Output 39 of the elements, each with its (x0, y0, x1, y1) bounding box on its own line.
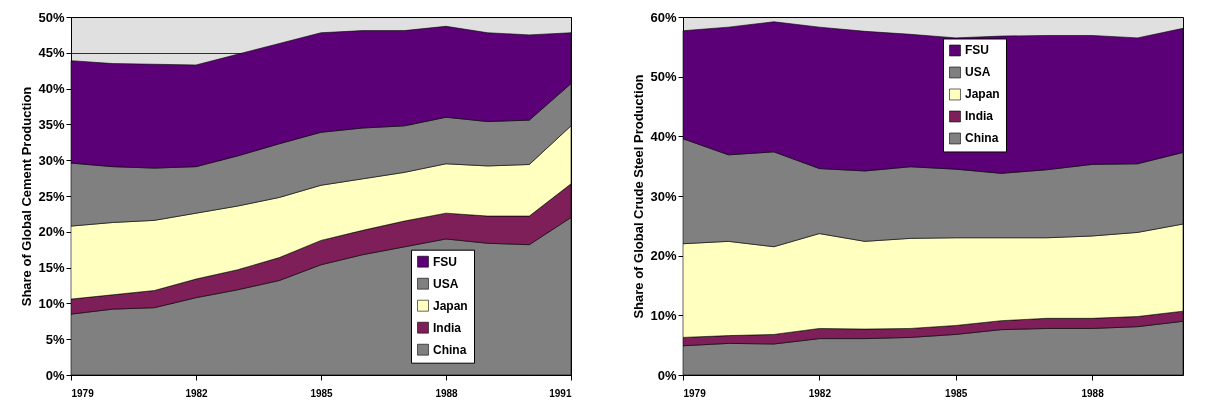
y-tick-label: 5% (45, 331, 65, 347)
y-tick-label: 60% (650, 9, 677, 25)
y-tick-label: 10% (38, 295, 65, 311)
x-tick-label: 1985 (945, 387, 968, 399)
y-tick-label: 20% (650, 248, 677, 264)
legend-label: FSU (965, 43, 989, 58)
y-tick-label: 30% (650, 188, 677, 204)
legend-label: Japan (433, 298, 468, 313)
x-tick-label: 1979 (683, 387, 707, 399)
legend-label: Japan (965, 87, 1000, 102)
y-tick-label: 0% (45, 367, 65, 383)
y-tick-label: 15% (38, 260, 65, 276)
x-tick-label: 1988 (1081, 387, 1105, 399)
y-tick-label: 20% (38, 224, 65, 240)
y-axis-title: Share of Global Crude Steel Production (631, 74, 647, 319)
x-tick-label: 1985 (310, 387, 334, 399)
x-tick-label: 1988 (435, 387, 459, 399)
legend-label: India (965, 109, 994, 124)
legend-label: USA (965, 65, 991, 80)
legend-label: FSU (433, 254, 457, 269)
y-axis-title: Share of Global Cement Production (19, 86, 35, 307)
x-tick-label: 1991 (549, 387, 572, 399)
y-tick-label: 45% (38, 45, 65, 61)
y-tick-label: 30% (38, 152, 65, 168)
y-tick-label: 25% (38, 188, 65, 204)
legend-label: India (433, 320, 462, 335)
x-tick-label: 1982 (808, 387, 832, 399)
x-tick-label: 1979 (71, 387, 95, 399)
x-tick-label: 1982 (185, 387, 209, 399)
y-tick-label: 0% (657, 367, 677, 383)
y-tick-label: 35% (38, 116, 65, 132)
y-tick-label: 40% (650, 128, 677, 144)
legend-label: USA (433, 276, 459, 291)
y-tick-label: 50% (38, 9, 65, 25)
legend-label: China (433, 342, 467, 357)
legend-label: China (965, 131, 999, 146)
y-tick-label: 10% (650, 307, 677, 323)
y-tick-label: 50% (650, 69, 677, 85)
y-tick-label: 40% (38, 81, 65, 97)
